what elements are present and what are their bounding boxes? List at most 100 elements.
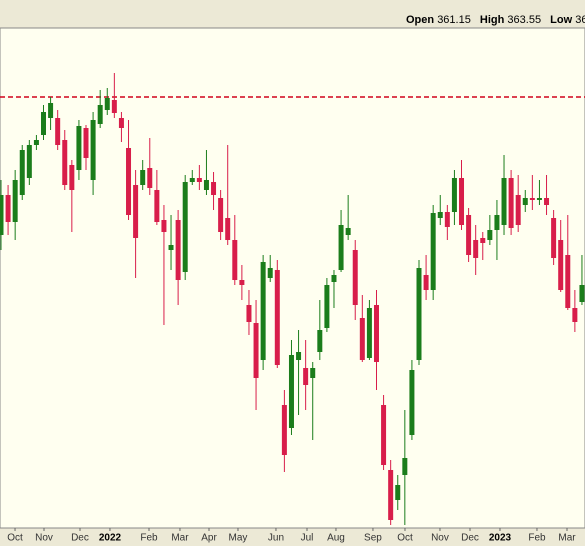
candle-body: [218, 198, 224, 232]
field-value: 363.55: [507, 14, 542, 26]
x-tick-label: Mar: [171, 533, 189, 544]
candle-body: [373, 305, 379, 362]
candle-body: [338, 225, 344, 270]
candle-body: [0, 195, 4, 235]
candle-body: [416, 268, 422, 360]
plot-area: [0, 27, 585, 529]
candle-body: [352, 250, 358, 305]
candle-body: [111, 100, 117, 113]
candle-body: [423, 275, 429, 290]
candle-body: [211, 182, 217, 195]
x-tick-label: Oct: [7, 533, 23, 544]
candle-body: [536, 198, 542, 200]
x-tick-label: Jul: [301, 533, 314, 544]
candle-body: [381, 405, 387, 465]
header-bar: Open 361.15 High 363.55 Low 360: [0, 0, 585, 28]
candle-body: [303, 368, 309, 385]
candle-body: [5, 195, 11, 222]
candle-body: [288, 355, 294, 428]
candle-body: [579, 285, 585, 302]
candle-body: [253, 323, 259, 378]
candle-body: [239, 280, 245, 285]
candle-body: [515, 195, 521, 225]
candle-body: [267, 268, 273, 278]
x-tick-label: Mar: [558, 533, 576, 544]
candle-body: [501, 178, 507, 225]
candle-body: [246, 305, 252, 322]
field-label: Low: [550, 14, 573, 26]
candle-body: [317, 330, 323, 352]
candle-body: [388, 470, 394, 520]
candle-body: [133, 185, 139, 238]
candle-body: [55, 118, 61, 145]
candle-body: [19, 150, 25, 195]
candle-body: [331, 275, 337, 282]
x-tick-label: Feb: [528, 533, 546, 544]
candle-body: [168, 245, 174, 250]
candle-body: [466, 215, 472, 255]
candle-body: [310, 368, 316, 378]
candle-body: [296, 352, 302, 360]
candle-body: [161, 220, 167, 232]
x-tick-label: Sep: [364, 533, 382, 544]
candle-body: [76, 126, 82, 170]
candle-body: [274, 270, 280, 365]
candle-body: [281, 405, 287, 455]
candle-body: [359, 318, 365, 360]
field-label: Open: [406, 14, 435, 26]
candle-body: [175, 220, 181, 280]
candle-body: [409, 370, 415, 435]
candle-body: [551, 218, 557, 258]
x-tick-label: Nov: [431, 533, 449, 544]
candle-body: [225, 218, 231, 240]
candle-body: [97, 105, 103, 124]
x-tick-label: Apr: [201, 533, 217, 544]
candle-body: [33, 140, 39, 145]
candle-body: [118, 118, 124, 128]
candle-body: [260, 262, 266, 360]
x-tick-label: Dec: [71, 533, 89, 544]
x-tick-label: Nov: [35, 533, 53, 544]
candle-body: [62, 140, 68, 185]
candle-body: [232, 240, 238, 280]
candle-body: [430, 213, 436, 290]
candle-body: [182, 182, 188, 272]
candle-body: [508, 178, 514, 228]
candle-body: [154, 190, 160, 222]
candle-body: [26, 145, 32, 178]
candle-body: [480, 238, 486, 243]
candle-body: [451, 178, 457, 212]
field-value: 361.15: [437, 14, 471, 26]
candle-body: [189, 178, 195, 182]
candle-body: [487, 230, 493, 240]
candle-body: [572, 308, 578, 322]
candle-body: [444, 212, 450, 227]
candle-body: [402, 458, 408, 475]
field-value: 360: [575, 14, 585, 26]
candle-body: [140, 170, 146, 185]
field-label: High: [479, 14, 505, 26]
candle-body: [203, 180, 209, 190]
candle-body: [529, 198, 535, 200]
x-tick-label: Aug: [327, 533, 345, 544]
candle-body: [12, 180, 18, 222]
x-tick-label: Oct: [397, 533, 413, 544]
candle-body: [437, 212, 443, 218]
candle-body: [147, 168, 153, 188]
candle-body: [544, 198, 550, 205]
candle-body: [69, 165, 75, 190]
x-tick-label: Feb: [140, 533, 158, 544]
x-tick-label: Jun: [268, 533, 284, 544]
candle-body: [473, 240, 479, 258]
candle-body: [126, 148, 132, 215]
x-tick-label: 2023: [489, 533, 512, 544]
candle-body: [83, 128, 89, 158]
candle-body: [90, 120, 96, 180]
candle-body: [41, 112, 47, 135]
candle-body: [558, 240, 564, 290]
candle-body: [522, 198, 528, 205]
candle-body: [395, 485, 401, 500]
x-tick-label: 2022: [99, 533, 122, 544]
